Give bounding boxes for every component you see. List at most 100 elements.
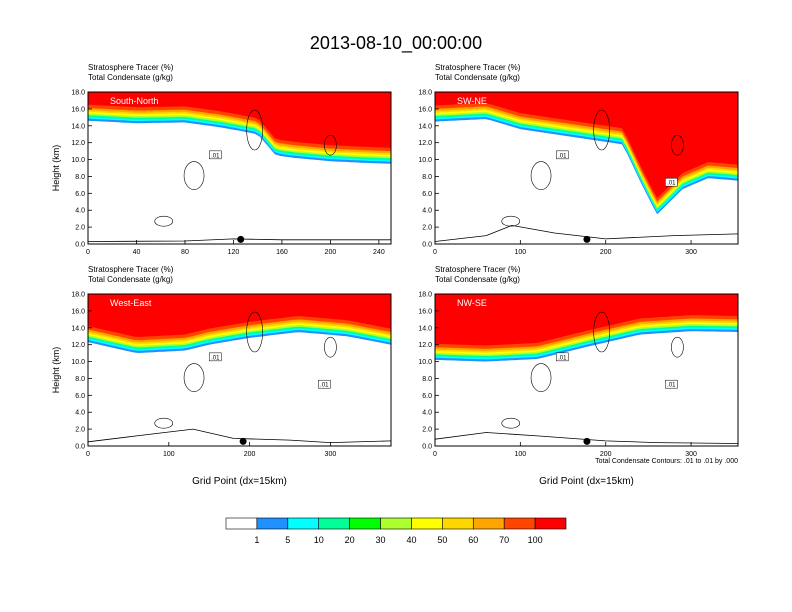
tracer-band-8 <box>88 294 391 337</box>
condensate-contour <box>246 311 263 353</box>
condensate-contour <box>501 417 521 429</box>
colorbar: 1 5 10 20 30 40 50 60 70 100 <box>225 517 567 545</box>
y-tick-label: 10.0 <box>71 157 85 164</box>
x-axis-label: Grid Point (dx=15km) <box>539 476 634 487</box>
contour-label-box <box>556 150 569 160</box>
contour-label: .01 <box>667 383 676 389</box>
panel-label: NW-SE <box>457 298 487 308</box>
tracer-band-8 <box>435 294 738 346</box>
plot-area: .01 .01 <box>435 92 738 244</box>
colorbar-swatch <box>318 517 350 530</box>
panel-title-tracer: Stratosphere Tracer (%) <box>88 63 174 72</box>
colorbar-label: 60 <box>468 535 478 545</box>
y-tick-label: 6.0 <box>422 191 432 198</box>
condensate-contour <box>324 134 337 156</box>
y-tick-label: 8.0 <box>75 376 85 383</box>
panel-sw-ne: Stratosphere Tracer (%)Total Condensate … <box>418 63 739 256</box>
contour-label-box <box>209 150 222 160</box>
panel-south-north: Stratosphere Tracer (%)Total Condensate … <box>51 63 392 256</box>
y-tick-label: 18.0 <box>418 292 432 299</box>
y-tick-label: 16.0 <box>418 308 432 315</box>
y-tick-label: 2.0 <box>422 427 432 434</box>
y-tick-label: 14.0 <box>71 123 85 130</box>
panel-label: West-East <box>110 298 152 308</box>
colorbar-label: 20 <box>345 535 355 545</box>
contour-label-box <box>665 177 678 187</box>
condensate-contour <box>530 161 552 190</box>
colorbar-swatch <box>411 517 443 530</box>
y-tick-label: 6.0 <box>75 191 85 198</box>
condensate-contour <box>671 336 684 358</box>
y-tick-label: 4.0 <box>75 410 85 417</box>
x-tick-label: 120 <box>228 249 240 256</box>
x-tick-label: 100 <box>515 451 527 458</box>
colorbar-label: 5 <box>285 535 290 545</box>
colorbar-label: 50 <box>437 535 447 545</box>
plot-area: .01 <box>88 92 391 244</box>
x-tick-label: 300 <box>685 451 697 458</box>
y-tick-label: 14.0 <box>71 325 85 332</box>
panel-title-condensate: Total Condensate (g/kg) <box>435 275 520 284</box>
condensate-contour <box>671 134 684 156</box>
y-tick-label: 12.0 <box>71 140 85 147</box>
panel-west-east: Stratosphere Tracer (%)Total Condensate … <box>51 265 392 487</box>
y-tick-label: 2.0 <box>422 225 432 232</box>
y-tick-label: 0.0 <box>422 444 432 451</box>
colorbar-swatch <box>349 517 381 530</box>
location-marker <box>583 437 591 445</box>
x-tick-label: 160 <box>276 249 288 256</box>
plot-frame <box>87 293 392 447</box>
plot-area: .01 .01 <box>88 294 391 446</box>
y-axis-label: Height (km) <box>51 145 61 192</box>
location-marker <box>239 437 247 445</box>
contour-label: .01 <box>558 355 567 361</box>
colorbar-swatch <box>503 517 536 530</box>
panel-title-condensate: Total Condensate (g/kg) <box>435 73 520 82</box>
x-tick-label: 80 <box>181 249 189 256</box>
location-marker <box>237 235 245 243</box>
y-tick-label: 12.0 <box>418 140 432 147</box>
x-tick-label: 0 <box>433 249 437 256</box>
y-tick-label: 6.0 <box>422 393 432 400</box>
y-tick-label: 8.0 <box>75 174 85 181</box>
y-tick-label: 18.0 <box>71 90 85 97</box>
colorbar-swatch <box>225 517 258 530</box>
contour-label: .01 <box>211 153 220 159</box>
x-axis-label: Grid Point (dx=15km) <box>192 476 287 487</box>
x-tick-label: 240 <box>373 249 385 256</box>
figure-title: 2013-08-10_00:00:00 <box>310 33 482 54</box>
colorbar-label: 30 <box>376 535 386 545</box>
x-tick-label: 40 <box>133 249 141 256</box>
panel-title-tracer: Stratosphere Tracer (%) <box>88 265 174 274</box>
tracer-band-8 <box>435 92 738 199</box>
colorbar-swatch <box>442 517 474 530</box>
y-tick-label: 4.0 <box>422 208 432 215</box>
condensate-contour <box>501 215 521 227</box>
contour-info: Total Condensate Contours: .01 to .01 by… <box>595 458 738 465</box>
y-tick-label: 18.0 <box>71 292 85 299</box>
x-tick-label: 200 <box>244 451 256 458</box>
colorbar-swatch <box>287 517 320 530</box>
y-tick-label: 16.0 <box>418 106 432 113</box>
x-tick-label: 100 <box>163 451 175 458</box>
y-tick-label: 10.0 <box>71 359 85 366</box>
x-tick-label: 200 <box>325 249 337 256</box>
colorbar-label: 100 <box>528 535 543 545</box>
panel-title-tracer: Stratosphere Tracer (%) <box>435 63 521 72</box>
y-tick-label: 14.0 <box>418 325 432 332</box>
terrain-line <box>88 238 391 242</box>
x-tick-label: 0 <box>86 249 90 256</box>
condensate-contour <box>154 215 174 227</box>
contour-label-box <box>665 379 678 389</box>
contour-label-box <box>318 379 331 389</box>
colorbar-label: 40 <box>406 535 416 545</box>
y-tick-label: 4.0 <box>422 410 432 417</box>
x-tick-label: 300 <box>325 451 337 458</box>
panel-title-condensate: Total Condensate (g/kg) <box>88 73 173 82</box>
condensate-contour <box>154 417 174 429</box>
x-tick-label: 0 <box>86 451 90 458</box>
y-tick-label: 2.0 <box>75 427 85 434</box>
colorbar-label: 1 <box>254 535 259 545</box>
x-tick-label: 0 <box>433 451 437 458</box>
y-tick-label: 0.0 <box>422 242 432 249</box>
